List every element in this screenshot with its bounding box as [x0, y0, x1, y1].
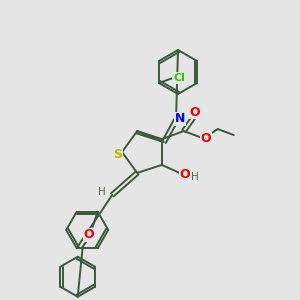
- Text: Cl: Cl: [173, 73, 185, 83]
- Text: H: H: [191, 172, 199, 182]
- Text: S: S: [113, 148, 122, 160]
- Text: H: H: [98, 187, 106, 197]
- Text: O: O: [83, 228, 94, 241]
- Text: O: O: [200, 132, 211, 145]
- Text: O: O: [179, 168, 190, 182]
- Text: O: O: [190, 106, 200, 118]
- Text: N: N: [175, 112, 185, 125]
